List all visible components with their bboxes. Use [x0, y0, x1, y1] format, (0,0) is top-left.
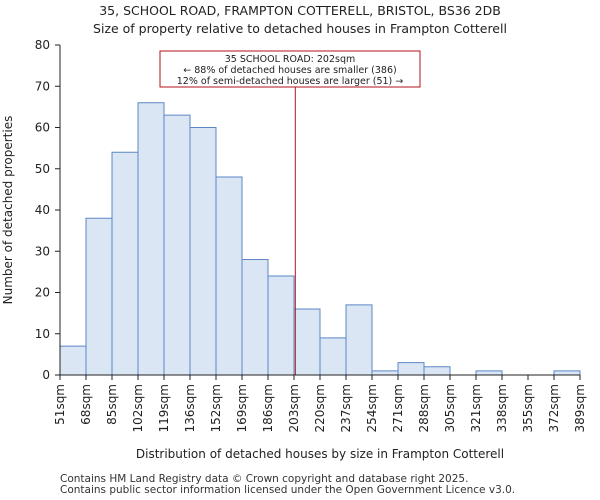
annotation-box: [159, 50, 421, 88]
bar-51sqm: [59, 345, 87, 376]
x-tick-label: 119sqm: [157, 384, 171, 432]
bar-254sqm: [371, 370, 399, 376]
x-tick-label: 271sqm: [391, 384, 405, 432]
x-tick-label: 68sqm: [79, 384, 93, 425]
bar-372sqm: [553, 370, 581, 376]
y-tick-label: 80: [35, 38, 50, 52]
y-tick-label: 40: [35, 203, 50, 217]
x-tick-label: 254sqm: [365, 384, 379, 432]
x-tick-label: 338sqm: [495, 384, 509, 432]
x-tick-label: 51sqm: [53, 384, 67, 425]
bar-169sqm: [241, 259, 269, 376]
y-axis-label: Number of detached properties: [1, 116, 15, 305]
bar-186sqm: [267, 275, 295, 376]
x-tick-label: 169sqm: [235, 384, 249, 432]
bar-237sqm: [345, 304, 373, 376]
x-tick-label: 321sqm: [469, 384, 483, 432]
footer-line1: Contains HM Land Registry data © Crown c…: [60, 473, 469, 485]
bar-102sqm: [137, 102, 165, 376]
y-tick-label: 30: [35, 244, 50, 258]
x-tick-label: 220sqm: [313, 384, 327, 432]
annotation-line2: ← 88% of detached houses are smaller (38…: [183, 65, 396, 76]
y-tick-label: 0: [42, 368, 50, 382]
bar-152sqm: [215, 176, 243, 376]
bar-68sqm: [85, 217, 113, 376]
x-tick-label: 136sqm: [183, 384, 197, 432]
x-axis: 51sqm 68sqm 85sqm 102sqm 119sqm 136sqm 152sqm 1…: [53, 374, 587, 432]
x-tick-label: 288sqm: [417, 384, 431, 432]
y-tick-label: 50: [35, 162, 50, 176]
x-tick-label: 186sqm: [261, 384, 275, 432]
bar-321sqm: [475, 370, 503, 376]
x-tick-label: 203sqm: [287, 384, 301, 432]
x-tick-label: 355sqm: [521, 384, 535, 432]
x-axis-label: Distribution of detached houses by size …: [136, 447, 504, 461]
footer-line2: Contains public sector information licen…: [60, 484, 516, 496]
bar-85sqm: [111, 151, 139, 376]
y-tick-label: 60: [35, 121, 50, 135]
x-tick-label: 372sqm: [547, 384, 561, 432]
bar-288sqm: [423, 366, 451, 376]
annotation-line3: 12% of semi-detached houses are larger (…: [177, 76, 404, 87]
chart-title-line1: 35, SCHOOL ROAD, FRAMPTON COTTERELL, BRI…: [99, 3, 501, 18]
x-tick-label: 389sqm: [573, 384, 587, 432]
bar-271sqm: [397, 362, 425, 376]
bar-220sqm: [319, 337, 347, 376]
bar-119sqm: [163, 114, 191, 376]
chart-title-line2: Size of property relative to detached ho…: [93, 21, 507, 36]
y-axis: 0 10 20 30 40 50 60 70 80: [35, 38, 61, 382]
bar-136sqm: [189, 127, 217, 376]
x-tick-label: 305sqm: [443, 384, 457, 432]
y-tick-label: 20: [35, 286, 50, 300]
annotation-line1: 35 SCHOOL ROAD: 202sqm: [225, 54, 356, 65]
x-tick-label: 85sqm: [105, 384, 119, 425]
bars-group: [59, 102, 581, 376]
y-tick-label: 70: [35, 79, 50, 93]
x-tick-label: 237sqm: [339, 384, 353, 432]
y-tick-label: 10: [35, 327, 50, 341]
x-tick-label: 152sqm: [209, 384, 223, 432]
x-tick-label: 102sqm: [131, 384, 145, 432]
bar-203sqm: [293, 308, 321, 376]
